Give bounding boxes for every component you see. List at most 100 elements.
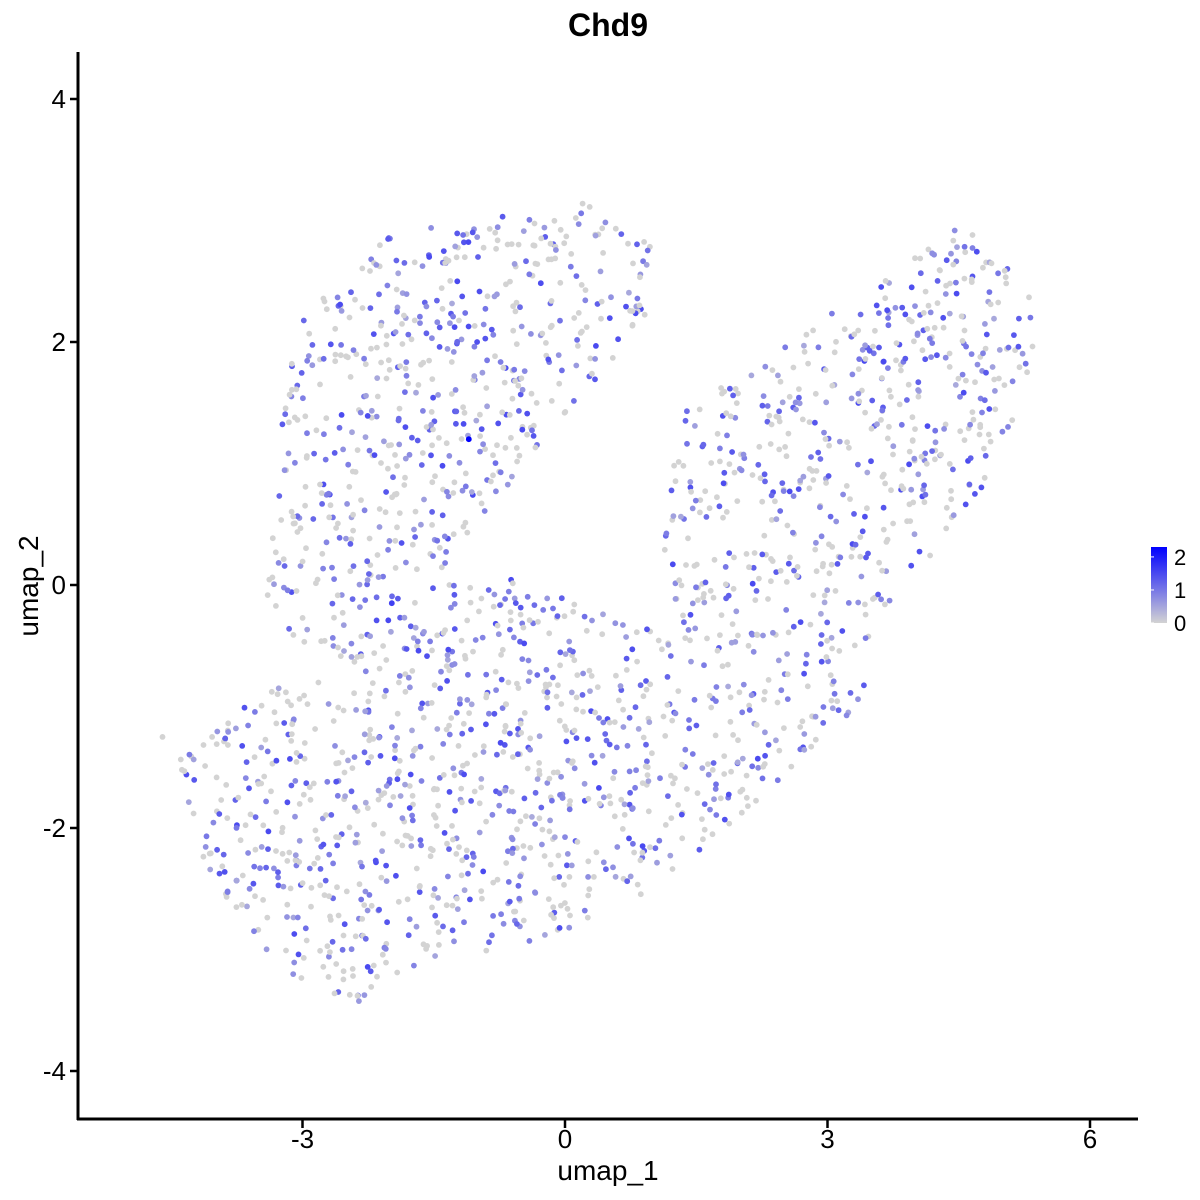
cell-point	[765, 596, 771, 602]
cell-point	[548, 398, 555, 404]
cell-point	[751, 550, 758, 556]
cell-point	[937, 267, 943, 274]
cell-point	[353, 831, 360, 838]
cell-point	[330, 643, 337, 649]
cell-point	[447, 320, 453, 327]
cell-point	[260, 897, 266, 903]
cell-point	[302, 413, 309, 420]
cell-point	[678, 513, 684, 520]
cell-point	[662, 822, 669, 828]
cell-point	[532, 444, 539, 451]
cell-point	[639, 849, 646, 856]
cell-point	[714, 430, 721, 437]
cell-point	[430, 426, 436, 433]
cell-point	[721, 469, 728, 476]
cell-point	[777, 567, 784, 574]
cell-point	[548, 322, 555, 329]
cell-point	[502, 596, 508, 602]
cell-point	[879, 567, 885, 574]
cell-point	[354, 992, 361, 999]
cell-point	[675, 802, 681, 808]
cell-point	[723, 595, 729, 602]
cell-point	[932, 439, 939, 446]
cell-point	[207, 850, 214, 857]
cell-point	[264, 748, 271, 755]
cell-point	[793, 406, 799, 413]
cell-point	[558, 773, 564, 780]
cell-point	[274, 691, 281, 698]
cell-point	[584, 736, 591, 742]
cell-point	[575, 343, 581, 349]
cell-point	[464, 760, 470, 767]
cell-point	[529, 814, 535, 820]
cell-point	[313, 580, 319, 587]
cell-point	[275, 882, 282, 889]
cell-point	[661, 546, 668, 553]
cell-point	[743, 794, 750, 801]
cell-point	[917, 270, 924, 277]
cell-point	[925, 246, 932, 253]
cell-point	[407, 623, 414, 630]
cell-point	[520, 843, 527, 849]
cell-point	[500, 920, 507, 927]
cell-point	[290, 971, 297, 977]
cell-point	[573, 362, 580, 369]
cell-point	[986, 406, 993, 412]
cell-point	[669, 717, 676, 724]
cell-point	[335, 644, 341, 651]
cell-point	[725, 791, 732, 798]
cell-point	[459, 799, 465, 806]
cell-point	[491, 591, 498, 598]
cell-point	[439, 512, 446, 519]
scatter-points	[159, 200, 1036, 1004]
cell-point	[409, 817, 416, 824]
cell-point	[303, 937, 310, 944]
cell-point	[687, 479, 694, 485]
cell-point	[843, 483, 850, 489]
cell-point	[886, 423, 892, 430]
cell-point	[879, 375, 885, 381]
cell-point	[540, 607, 547, 613]
cell-point	[333, 760, 340, 767]
cell-point	[465, 436, 472, 443]
cell-point	[393, 286, 400, 293]
cell-point	[288, 508, 295, 515]
cell-point	[573, 706, 580, 713]
cell-point	[717, 458, 723, 465]
cell-point	[803, 660, 809, 667]
cell-point	[483, 947, 490, 954]
cell-point	[588, 752, 595, 759]
cell-point	[428, 409, 435, 415]
cell-point	[799, 718, 806, 725]
cell-point	[524, 431, 530, 438]
cell-point	[899, 466, 906, 473]
cell-point	[942, 354, 949, 361]
cell-point	[597, 268, 604, 275]
cell-point	[515, 882, 522, 889]
cell-point	[362, 935, 369, 942]
cell-point	[839, 628, 846, 634]
cell-point	[440, 772, 447, 778]
cell-point	[476, 608, 482, 615]
cell-point	[326, 851, 333, 858]
cell-point	[728, 768, 734, 775]
cell-point	[668, 487, 675, 494]
cell-point	[746, 702, 752, 709]
cell-point	[692, 625, 699, 632]
cell-point	[288, 782, 295, 789]
cell-point	[739, 786, 746, 793]
cell-point	[239, 901, 245, 908]
cell-point	[323, 812, 329, 818]
cell-point	[929, 448, 935, 454]
cell-point	[517, 720, 524, 727]
cell-point	[356, 998, 362, 1004]
cell-point	[243, 759, 250, 765]
cell-point	[835, 707, 842, 714]
cell-point	[503, 281, 509, 288]
cell-point	[637, 891, 644, 898]
cell-point	[551, 875, 558, 882]
cell-point	[915, 379, 922, 386]
cell-point	[566, 806, 573, 813]
cell-point	[682, 746, 689, 753]
cell-point	[210, 819, 217, 826]
